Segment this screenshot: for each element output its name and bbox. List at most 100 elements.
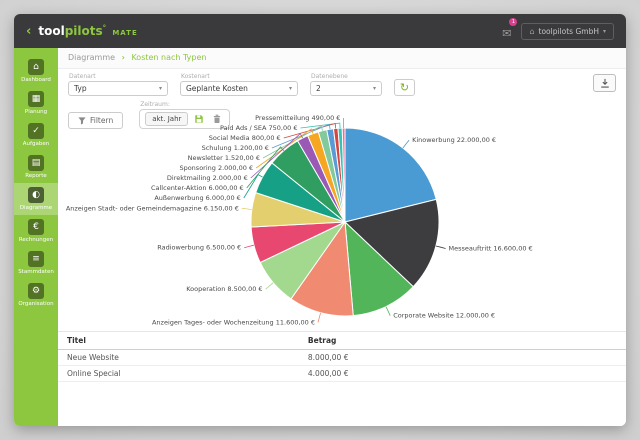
filter-row-1: Datenart Typ ▾ Kostenart Geplante Kosten… <box>68 73 616 96</box>
notifications-button[interactable]: ✉ 1 <box>502 17 518 41</box>
delete-period-button[interactable] <box>210 113 224 126</box>
table-row[interactable]: Neue Website 8.000,00 € <box>58 349 626 366</box>
cost-table: Titel Betrag Neue Website 8.000,00 € Onlin… <box>58 331 626 382</box>
filter-field-kostenart: Kostenart Geplante Kosten ▾ <box>180 73 298 96</box>
filtern-label: Filtern <box>90 116 114 125</box>
pie-label-line <box>262 125 323 159</box>
main-content: Diagramme › Kosten nach Typen Datenart T… <box>58 48 626 426</box>
chevron-down-icon: ▾ <box>288 85 292 92</box>
filter-field-datenebene: Datenebene 2 ▾ <box>310 73 382 96</box>
pie-label-line <box>300 122 341 129</box>
filtern-button[interactable]: Filtern <box>68 112 124 129</box>
master-data-icon: ≡ <box>28 251 44 267</box>
filter-field-datenart: Datenart Typ ▾ <box>68 73 168 96</box>
message-icon: ✉ <box>502 26 512 40</box>
planning-icon: ▦ <box>28 91 44 107</box>
sidebar-item-diagramme[interactable]: ◐ Diagramme <box>14 183 58 215</box>
pie-label-line <box>435 245 446 249</box>
company-icon: ⌂ <box>529 26 535 36</box>
pie-label: Paid Ads / SEA 750,00 € <box>220 124 297 132</box>
column-header-betrag[interactable]: Betrag <box>307 331 626 350</box>
zeitraum-section: Zeitraum: akt. Jahr <box>139 101 231 129</box>
logo-mate: MATE <box>112 29 138 37</box>
pie-label: Social Media 800,00 € <box>209 134 281 142</box>
filter-label: Datenebene <box>311 73 348 80</box>
pie-label-line <box>271 123 331 149</box>
logo-pilots: pilots <box>64 24 103 38</box>
datenart-select[interactable]: Typ ▾ <box>68 81 168 96</box>
logo-tool: tool <box>38 24 65 38</box>
kostenart-value: Geplante Kosten <box>186 84 248 93</box>
logo-degree: ° <box>102 24 107 32</box>
app-logo[interactable]: toolpilots° MATE <box>38 24 137 38</box>
sidebar-item-organisation[interactable]: ⚙ Organisation <box>14 279 58 311</box>
reports-icon: ▤ <box>28 155 44 171</box>
charts-icon: ◐ <box>28 187 44 203</box>
sidebar-item-label: Stammdaten <box>18 269 54 275</box>
pie-label-line <box>317 312 321 323</box>
datenart-value: Typ <box>74 84 87 93</box>
row-amount: 4.000,00 € <box>307 365 626 382</box>
pie-chart: Kinowerbung 22.000,00 € Messeauftritt 16.… <box>66 114 533 326</box>
refresh-button[interactable]: ↻ <box>394 79 415 96</box>
breadcrumb-parent[interactable]: Diagramme <box>68 53 116 62</box>
column-header-titel[interactable]: Titel <box>58 331 308 350</box>
pie-slice-2[interactable] <box>344 220 414 317</box>
sidebar-item-label: Organisation <box>18 301 54 307</box>
pie-label: Anzeigen Tages- oder Wochenzeitung 11.60… <box>152 318 315 326</box>
pie-slice-15[interactable] <box>341 127 346 223</box>
pie-label: Pressemitteilung 490,00 € <box>255 114 340 122</box>
pie-label-line <box>241 207 252 210</box>
pie-label: Außenwerbung 6.000,00 € <box>154 194 240 202</box>
sidebar-item-rechnungen[interactable]: € Rechnungen <box>14 215 58 247</box>
pie-label: Kinowerbung 22.000,00 € <box>412 136 496 144</box>
pie-label-line <box>244 244 254 249</box>
filter-row-2: Filtern Zeitraum: akt. Jahr <box>68 101 616 133</box>
app-body: ⌂ Dashboard ▦ Planung ✓ Aufgaben ▤ Reporte ◐ Diag… <box>14 48 626 426</box>
kostenart-select[interactable]: Geplante Kosten ▾ <box>180 81 298 96</box>
pie-label-line <box>255 128 314 169</box>
datenebene-value: 2 <box>316 84 321 93</box>
breadcrumb-separator-icon: › <box>121 53 125 62</box>
table-row[interactable]: Online Special 4.000,00 € <box>58 365 626 382</box>
pie-slice-3[interactable] <box>290 220 354 317</box>
pie-label: Newsletter 1.520,00 € <box>188 154 260 162</box>
refresh-icon: ↻ <box>399 81 410 94</box>
pie-label-line <box>283 122 337 139</box>
sidebar-item-stammdaten[interactable]: ≡ Stammdaten <box>14 247 58 279</box>
chevron-down-icon: ▾ <box>372 85 376 92</box>
top-header: ‹ toolpilots° MATE ✉ 1 ⌂ toolpilots GmbH… <box>14 14 626 48</box>
pie-label: Messeauftritt 16.600,00 € <box>449 245 533 253</box>
chevron-down-icon: ▾ <box>158 85 162 92</box>
pie-label: Anzeigen Stadt- oder Gemeindemagazine 6.… <box>66 204 239 212</box>
sidebar-item-label: Dashboard <box>21 77 51 83</box>
pie-label-line <box>243 174 263 199</box>
sidebar-item-aufgaben[interactable]: ✓ Aufgaben <box>14 119 58 151</box>
sidebar-item-label: Rechnungen <box>18 237 54 243</box>
datenebene-select[interactable]: 2 ▾ <box>310 81 382 96</box>
back-icon[interactable]: ‹ <box>26 23 32 39</box>
filter-bar: Datenart Typ ▾ Kostenart Geplante Kosten… <box>58 69 626 133</box>
sidebar-item-label: Reporte <box>25 173 47 179</box>
save-period-button[interactable] <box>192 113 206 126</box>
account-menu[interactable]: ⌂ toolpilots GmbH ▾ <box>521 22 614 40</box>
sidebar-item-planung[interactable]: ▦ Planung <box>14 87 58 119</box>
row-title: Neue Website <box>58 349 308 366</box>
pie-label: Direktmailing 2.000,00 € <box>167 174 248 182</box>
zeitraum-group: akt. Jahr <box>139 109 231 129</box>
period-button[interactable]: akt. Jahr <box>145 112 189 126</box>
row-amount: 8.000,00 € <box>307 349 626 366</box>
download-icon <box>600 78 609 88</box>
pie-slice-1[interactable] <box>343 198 440 288</box>
chart-area: Kinowerbung 22.000,00 € Messeauftritt 16.… <box>58 114 626 331</box>
pie-label: Radiowerbung 6.500,00 € <box>157 244 241 252</box>
organisation-icon: ⚙ <box>28 283 44 299</box>
download-button[interactable] <box>593 74 616 92</box>
app-window: ‹ toolpilots° MATE ✉ 1 ⌂ toolpilots GmbH… <box>14 14 626 426</box>
sidebar-item-label: Planung <box>24 109 48 115</box>
sidebar-item-reporte[interactable]: ▤ Reporte <box>14 151 58 183</box>
sidebar-item-dashboard[interactable]: ⌂ Dashboard <box>14 55 58 87</box>
pie-label: Corporate Website 12.000,00 € <box>393 312 495 320</box>
sidebar-item-label: Diagramme <box>19 205 53 211</box>
pie-label-line <box>265 282 274 290</box>
